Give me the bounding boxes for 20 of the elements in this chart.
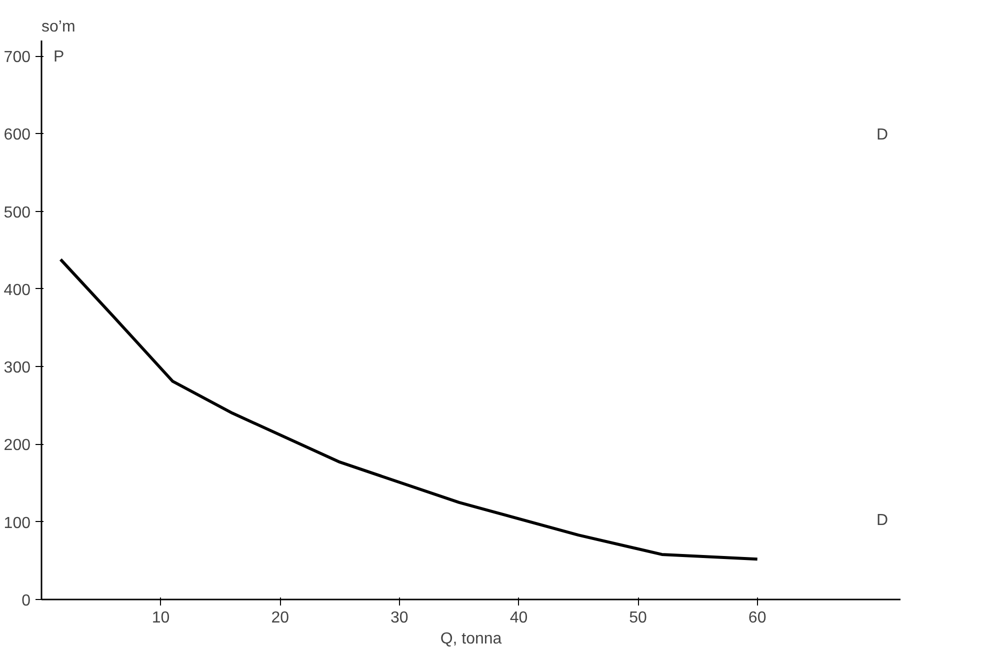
annotation: P (54, 48, 64, 66)
y-tick-label: 700 (4, 49, 31, 66)
x-axis-title: Q, tonna (440, 630, 502, 648)
line-series (59, 258, 759, 561)
x-tick-label: 30 (390, 610, 408, 626)
x-tick-label: 50 (629, 610, 648, 626)
annotation: D (876, 126, 888, 144)
y-axis-title: so’m (42, 18, 76, 36)
y-tick-label: 100 (4, 514, 31, 532)
y-tick-label: 400 (4, 282, 31, 299)
annotation: D (876, 512, 888, 530)
x-tick-label: 40 (510, 610, 528, 626)
y-tick-label: 0 (22, 592, 31, 610)
y-tick-label: 200 (4, 437, 31, 454)
y-tick-label: 600 (4, 126, 31, 144)
y-tick-label: 300 (4, 360, 31, 377)
x-tick-label: 60 (748, 610, 766, 626)
y-tick-label: 500 (4, 204, 31, 222)
x-tick-label: 20 (271, 610, 290, 626)
x-tick-label: 10 (152, 610, 170, 626)
